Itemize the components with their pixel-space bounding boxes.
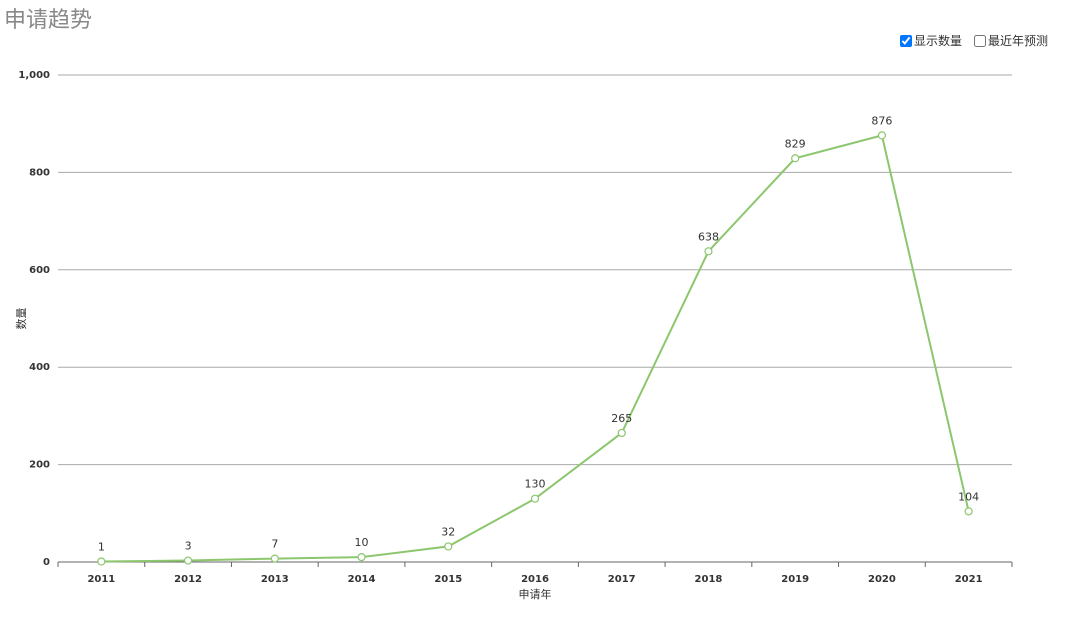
y-tick-label: 0 [43, 557, 50, 568]
y-tick-label: 600 [29, 265, 50, 276]
data-label: 876 [871, 114, 892, 127]
point [183, 556, 193, 565]
checkbox[interactable] [899, 34, 912, 47]
checkbox-text[interactable]: 最近年预测 [987, 34, 1048, 48]
y-tick-label: 400 [29, 362, 50, 373]
data-label: 3 [185, 540, 192, 553]
checkbox[interactable] [973, 34, 986, 47]
checkbox-text[interactable]: 显示数量 [913, 34, 962, 48]
x-tick-label: 2017 [608, 574, 636, 585]
x-tick-label: 2016 [521, 574, 549, 585]
x-tick-label: 2019 [781, 574, 809, 585]
point [97, 557, 106, 566]
point [357, 553, 366, 562]
data-label: 638 [698, 230, 719, 243]
checkbox-label[interactable]: 显示数量 [899, 32, 962, 49]
x-axis-label: 申请年 [519, 587, 552, 601]
x-tick-label: 2012 [174, 574, 202, 585]
x-tick-label: 2021 [955, 574, 983, 585]
y-tick-label: 800 [29, 167, 50, 178]
data-label: 104 [958, 490, 979, 503]
checkbox-label[interactable]: 最近年预测 [973, 32, 1048, 49]
data-label: 130 [525, 478, 546, 491]
y-tick-label: 1,000 [18, 70, 50, 81]
point [617, 428, 626, 438]
y-axis-label: 数量 [15, 308, 28, 330]
point [530, 494, 540, 503]
chart-title: 申请趋势 [4, 8, 93, 33]
data-label: 10 [355, 536, 369, 549]
point [270, 554, 279, 563]
x-tick-label: 2014 [348, 574, 376, 585]
data-label: 265 [611, 412, 632, 425]
point [704, 247, 713, 256]
data-label: 1 [98, 541, 105, 554]
x-tick-label: 2018 [695, 574, 723, 585]
x-tick-label: 2011 [87, 574, 115, 585]
point [877, 131, 887, 140]
data-label: 829 [785, 137, 806, 150]
y-tick-label: 200 [29, 460, 50, 471]
x-tick-label: 2020 [868, 574, 896, 585]
point [791, 154, 800, 163]
data-label: 32 [441, 525, 455, 538]
x-tick-label: 2013 [261, 574, 289, 585]
point [444, 542, 453, 551]
data-label: 7 [271, 538, 278, 551]
controls: 显示数量 最近年预测 [899, 32, 1048, 49]
x-tick-label: 2015 [434, 574, 462, 585]
point [964, 507, 973, 516]
